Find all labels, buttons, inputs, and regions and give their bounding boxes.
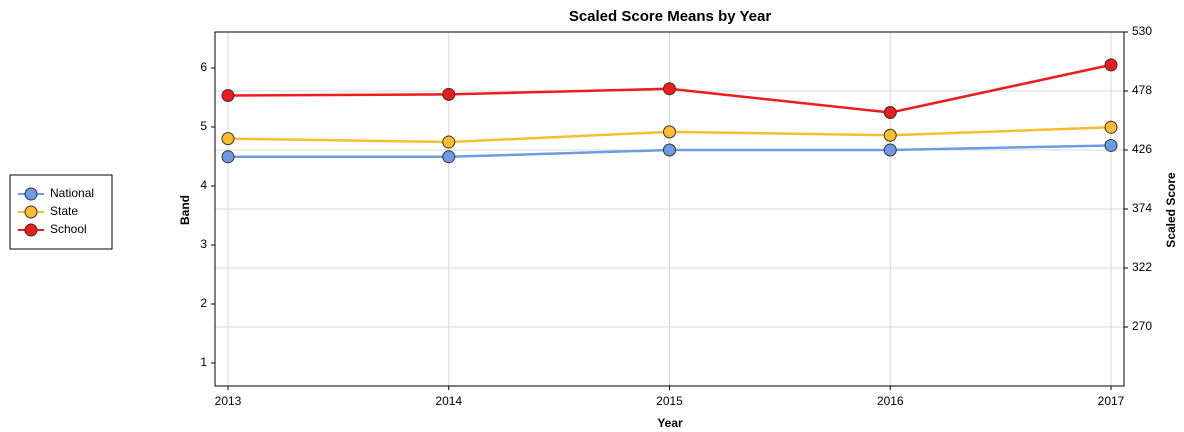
y2-axis-label: Scaled Score <box>1164 172 1178 248</box>
marker <box>883 106 897 120</box>
y-tick-label: 1 <box>200 355 207 369</box>
marker <box>442 135 456 149</box>
marker <box>663 143 676 157</box>
y-axis-label: Band <box>178 195 192 225</box>
x-tick-label: 2014 <box>435 394 462 408</box>
y-tick-label: 5 <box>200 119 207 133</box>
chart-title: Scaled Score Means by Year <box>569 8 772 25</box>
x-tick-label: 2016 <box>877 394 904 408</box>
x-tick-label: 2013 <box>215 394 242 408</box>
marker <box>883 128 897 142</box>
marker <box>663 82 676 96</box>
marker <box>1104 58 1118 72</box>
x-axis-label: Year <box>657 416 683 430</box>
y2-tick-label: 426 <box>1132 142 1152 156</box>
y2-tick-label: 270 <box>1132 319 1152 333</box>
legend-marker <box>24 223 38 237</box>
y2-tick-label: 322 <box>1132 260 1152 274</box>
y2-tick-label: 530 <box>1132 24 1152 38</box>
legend-label: National <box>50 186 94 200</box>
marker <box>1104 120 1118 134</box>
marker <box>442 150 456 164</box>
y2-tick-label: 374 <box>1132 201 1152 215</box>
y-tick-label: 6 <box>200 60 207 74</box>
marker <box>221 132 235 146</box>
y-tick-label: 2 <box>200 296 207 310</box>
legend-label: State <box>50 204 78 218</box>
y2-tick-label: 478 <box>1132 83 1152 97</box>
y-tick-label: 4 <box>200 178 207 192</box>
marker <box>221 150 235 164</box>
marker <box>442 87 456 101</box>
marker <box>883 143 897 157</box>
x-tick-label: 2017 <box>1098 394 1125 408</box>
marker <box>663 125 676 139</box>
x-tick-label: 2015 <box>656 394 683 408</box>
marker <box>221 89 235 103</box>
legend-marker <box>24 187 38 201</box>
legend-marker <box>24 205 38 219</box>
y-tick-label: 3 <box>200 237 207 251</box>
marker <box>1104 138 1118 152</box>
legend-label: School <box>50 222 87 236</box>
